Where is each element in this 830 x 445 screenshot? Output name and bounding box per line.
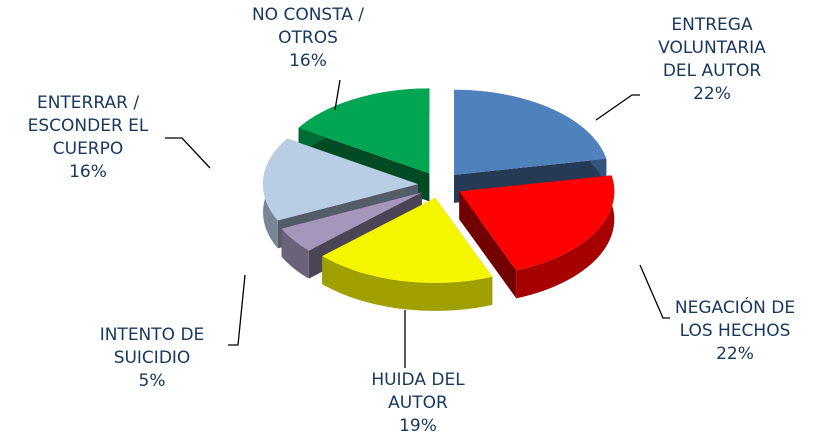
slice-label: NO CONSTA / OTROS (252, 5, 364, 48)
value-label: 22% (693, 84, 731, 104)
slice-top (454, 89, 607, 175)
leader-line (639, 264, 670, 319)
slice-top (459, 175, 615, 271)
slice-label: NEGACIÓN DE LOS HECHOS (675, 296, 795, 341)
slice-wall (281, 228, 309, 279)
slice-top (298, 88, 430, 174)
slice (459, 175, 615, 299)
value-label: 16% (289, 51, 327, 71)
slice-label: ENTERRAR / ESCONDER EL CUERPO (28, 93, 149, 159)
slice-top (281, 192, 422, 251)
slice-label: INTENTO DE SUICIDIO (100, 325, 205, 368)
leader-line (228, 274, 246, 346)
slice-label: HUIDA DEL AUTOR (371, 370, 465, 413)
leader-line (334, 79, 341, 111)
slice-top (263, 138, 419, 221)
value-label: 19% (399, 416, 437, 436)
slice-wall (516, 175, 615, 299)
slice-side (459, 191, 517, 299)
leader-line (595, 94, 640, 121)
slice-wall (322, 256, 493, 311)
slice-label: ENTREGA VOLUNTARIA DEL AUTOR (658, 15, 766, 81)
slice (322, 197, 493, 311)
value-label: 16% (69, 162, 107, 182)
slice-top (322, 197, 493, 283)
value-label: 22% (716, 344, 754, 364)
value-label: 5% (139, 371, 166, 391)
leader-line (165, 137, 211, 169)
